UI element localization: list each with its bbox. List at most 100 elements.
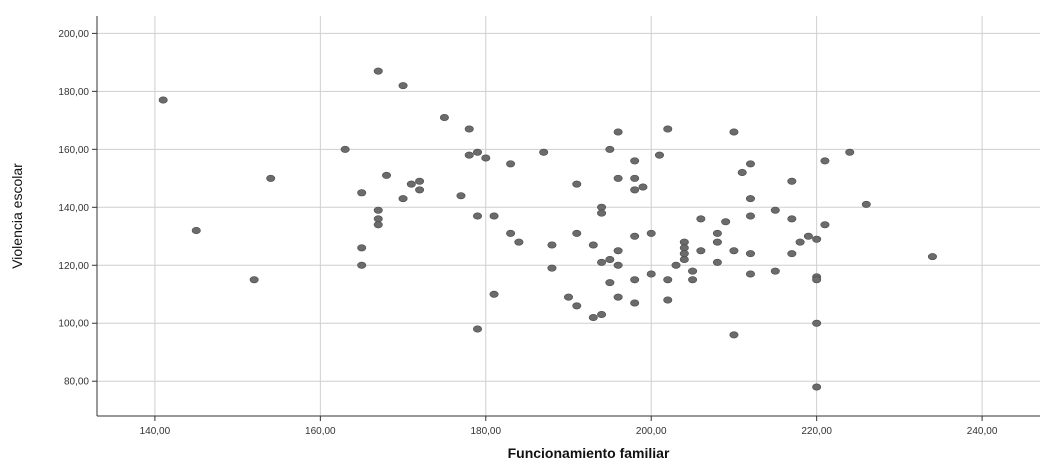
data-point xyxy=(663,276,673,284)
data-point xyxy=(563,293,573,301)
tick-labels: 140,00 160,00 180,00 200,00 220,00 240,00 80,0… xyxy=(58,29,997,437)
axes xyxy=(92,16,1040,421)
x-tick-label: 240,00 xyxy=(967,426,998,437)
data-point xyxy=(588,241,598,249)
data-point xyxy=(340,145,350,153)
data-point xyxy=(539,148,549,156)
data-point xyxy=(357,244,367,252)
data-point xyxy=(845,148,855,156)
data-point xyxy=(357,189,367,197)
data-point xyxy=(373,67,383,75)
y-tick-label: 80,00 xyxy=(64,377,89,388)
data-point xyxy=(266,174,276,182)
data-point xyxy=(646,229,656,237)
data-point xyxy=(481,154,491,162)
data-point xyxy=(663,296,673,304)
data-point xyxy=(249,276,259,284)
data-point xyxy=(398,82,408,90)
data-point xyxy=(613,261,623,269)
data-point xyxy=(630,276,640,284)
data-points xyxy=(158,67,937,391)
data-point xyxy=(745,195,755,203)
data-point xyxy=(688,267,698,275)
data-point xyxy=(712,258,722,266)
data-point xyxy=(506,160,516,168)
data-point xyxy=(158,96,168,104)
data-point xyxy=(861,200,871,208)
data-point xyxy=(679,250,689,258)
data-point xyxy=(654,151,664,159)
x-tick-label: 160,00 xyxy=(305,426,336,437)
x-tick-label: 180,00 xyxy=(470,426,501,437)
data-point xyxy=(597,311,607,319)
data-point xyxy=(605,255,615,263)
data-point xyxy=(795,238,805,246)
data-point xyxy=(812,235,822,243)
data-point xyxy=(630,157,640,165)
x-tick-label: 200,00 xyxy=(636,426,667,437)
data-point xyxy=(514,238,524,246)
y-tick-label: 120,00 xyxy=(58,261,89,272)
data-point xyxy=(597,209,607,217)
data-point xyxy=(597,203,607,211)
data-point xyxy=(812,276,822,284)
data-point xyxy=(787,215,797,223)
data-point xyxy=(679,244,689,252)
data-point xyxy=(373,206,383,214)
data-point xyxy=(613,174,623,182)
data-point xyxy=(679,255,689,263)
data-point xyxy=(415,186,425,194)
x-tick-label: 140,00 xyxy=(140,426,171,437)
data-point xyxy=(820,157,830,165)
data-point xyxy=(456,192,466,200)
data-point xyxy=(721,218,731,226)
data-point xyxy=(489,212,499,220)
data-point xyxy=(464,151,474,159)
data-point xyxy=(572,180,582,188)
data-point xyxy=(812,319,822,327)
data-point xyxy=(572,229,582,237)
data-point xyxy=(927,253,937,261)
data-point xyxy=(191,226,201,234)
data-point xyxy=(630,186,640,194)
data-point xyxy=(729,128,739,136)
data-point xyxy=(671,261,681,269)
data-point xyxy=(588,313,598,321)
data-point xyxy=(803,232,813,240)
data-point xyxy=(712,238,722,246)
data-point xyxy=(745,250,755,258)
y-tick-label: 160,00 xyxy=(58,145,89,156)
data-point xyxy=(745,212,755,220)
y-axis-title: Violencia escolar xyxy=(9,163,25,269)
data-point xyxy=(696,215,706,223)
data-point xyxy=(630,232,640,240)
data-point xyxy=(373,215,383,223)
data-point xyxy=(415,177,425,185)
data-point xyxy=(406,180,416,188)
data-point xyxy=(630,174,640,182)
data-point xyxy=(787,177,797,185)
data-point xyxy=(547,241,557,249)
x-tick-label: 220,00 xyxy=(801,426,832,437)
data-point xyxy=(572,302,582,310)
data-point xyxy=(787,250,797,258)
data-point xyxy=(630,299,640,307)
data-point xyxy=(439,113,449,121)
data-point xyxy=(506,229,516,237)
data-point xyxy=(729,331,739,339)
data-point xyxy=(663,125,673,133)
data-point xyxy=(770,267,780,275)
data-point xyxy=(398,195,408,203)
data-point xyxy=(638,183,648,191)
data-point xyxy=(737,169,747,177)
data-point xyxy=(597,258,607,266)
data-point xyxy=(745,270,755,278)
data-point xyxy=(489,290,499,298)
y-tick-label: 180,00 xyxy=(58,87,89,98)
data-point xyxy=(820,221,830,229)
data-point xyxy=(613,128,623,136)
data-point xyxy=(770,206,780,214)
data-point xyxy=(613,293,623,301)
grid-lines xyxy=(97,16,1040,416)
